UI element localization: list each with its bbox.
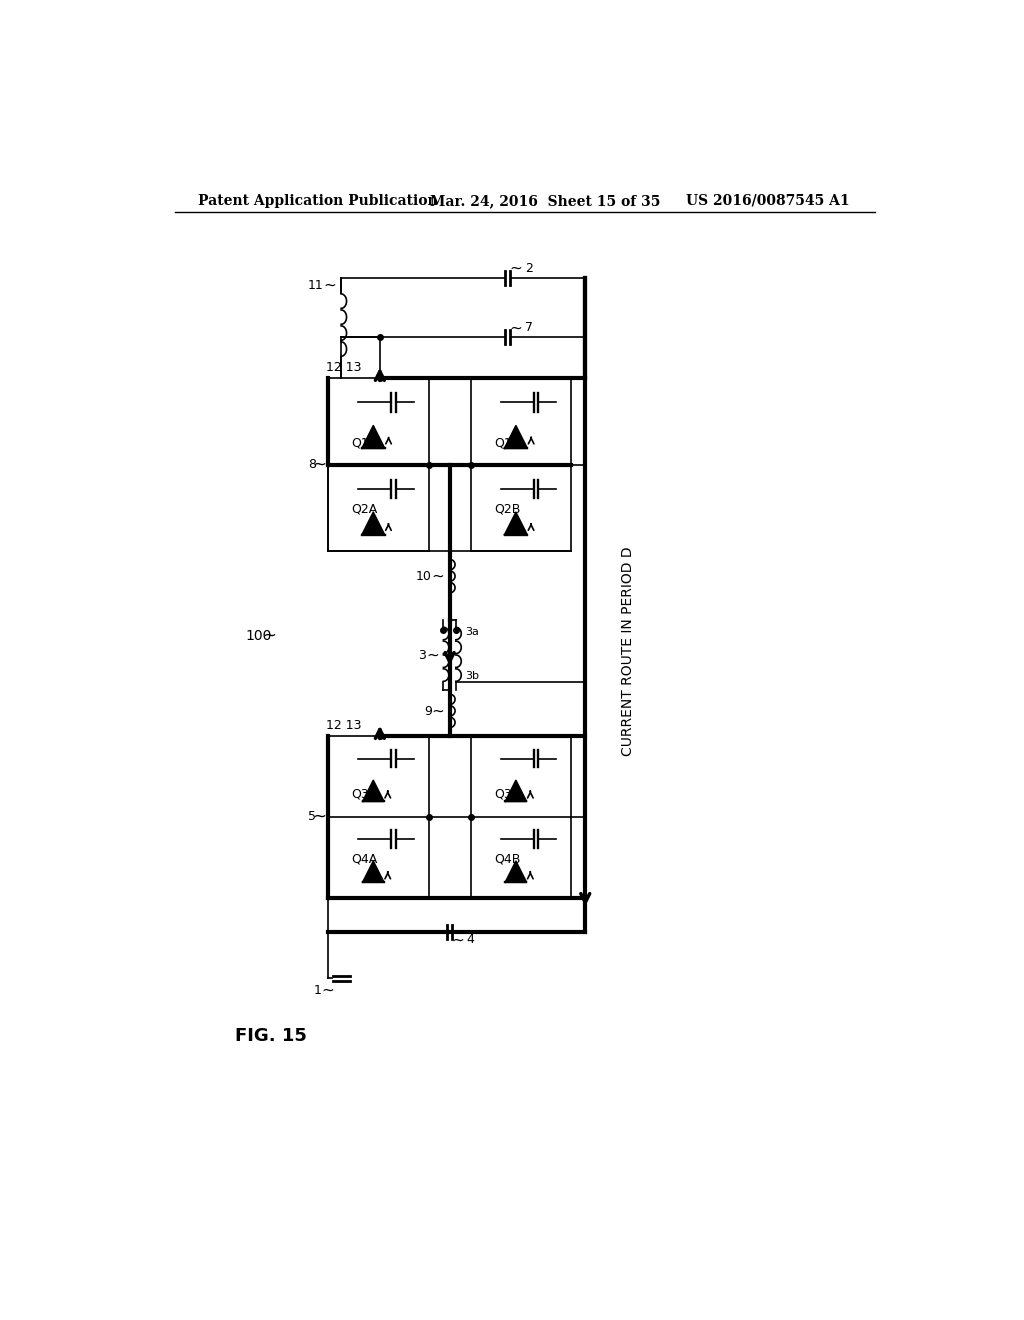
Text: 1: 1 — [314, 983, 322, 997]
Text: 12 13: 12 13 — [326, 719, 361, 733]
Text: Mar. 24, 2016  Sheet 15 of 35: Mar. 24, 2016 Sheet 15 of 35 — [430, 194, 660, 207]
Text: ~: ~ — [312, 455, 327, 474]
Text: CURRENT ROUTE IN PERIOD D: CURRENT ROUTE IN PERIOD D — [621, 546, 635, 756]
Text: ~: ~ — [509, 321, 522, 335]
Text: ~: ~ — [451, 932, 464, 948]
Text: 3: 3 — [419, 648, 426, 661]
Text: 7: 7 — [524, 321, 532, 334]
Polygon shape — [362, 861, 384, 882]
Polygon shape — [505, 861, 526, 882]
Text: Q4B: Q4B — [495, 853, 521, 866]
Text: Q2A: Q2A — [351, 502, 378, 515]
Text: FIG. 15: FIG. 15 — [236, 1027, 307, 1045]
Text: ~: ~ — [324, 279, 336, 293]
Text: ~: ~ — [262, 627, 276, 644]
Text: 12 13: 12 13 — [326, 362, 361, 375]
Text: 8: 8 — [308, 458, 316, 471]
Text: 5: 5 — [308, 810, 316, 824]
Text: Q3A: Q3A — [351, 787, 378, 800]
Text: Q1B: Q1B — [495, 437, 521, 450]
Text: 9: 9 — [424, 705, 432, 718]
Text: 3b: 3b — [465, 671, 479, 681]
Text: 4: 4 — [467, 933, 474, 946]
Text: 11: 11 — [307, 279, 324, 292]
Text: ~: ~ — [432, 704, 444, 719]
Polygon shape — [361, 426, 385, 449]
Text: ~: ~ — [432, 569, 444, 583]
Polygon shape — [505, 512, 527, 535]
Text: ~: ~ — [322, 982, 334, 998]
Text: Q1A: Q1A — [351, 437, 378, 450]
Polygon shape — [505, 426, 527, 449]
Text: Patent Application Publication: Patent Application Publication — [198, 194, 437, 207]
Text: 10: 10 — [416, 570, 432, 583]
Text: Q4A: Q4A — [351, 853, 378, 866]
Polygon shape — [505, 780, 526, 801]
Polygon shape — [362, 512, 385, 535]
Text: ~: ~ — [509, 261, 522, 276]
Text: Q2B: Q2B — [495, 502, 521, 515]
Text: US 2016/0087545 A1: US 2016/0087545 A1 — [686, 194, 850, 207]
Text: 100: 100 — [245, 628, 271, 643]
Text: Q3B: Q3B — [495, 787, 521, 800]
Text: 3a: 3a — [465, 627, 479, 638]
Text: 2: 2 — [524, 261, 532, 275]
Text: ~: ~ — [312, 808, 327, 826]
Text: ~: ~ — [426, 648, 439, 663]
Polygon shape — [362, 780, 384, 801]
